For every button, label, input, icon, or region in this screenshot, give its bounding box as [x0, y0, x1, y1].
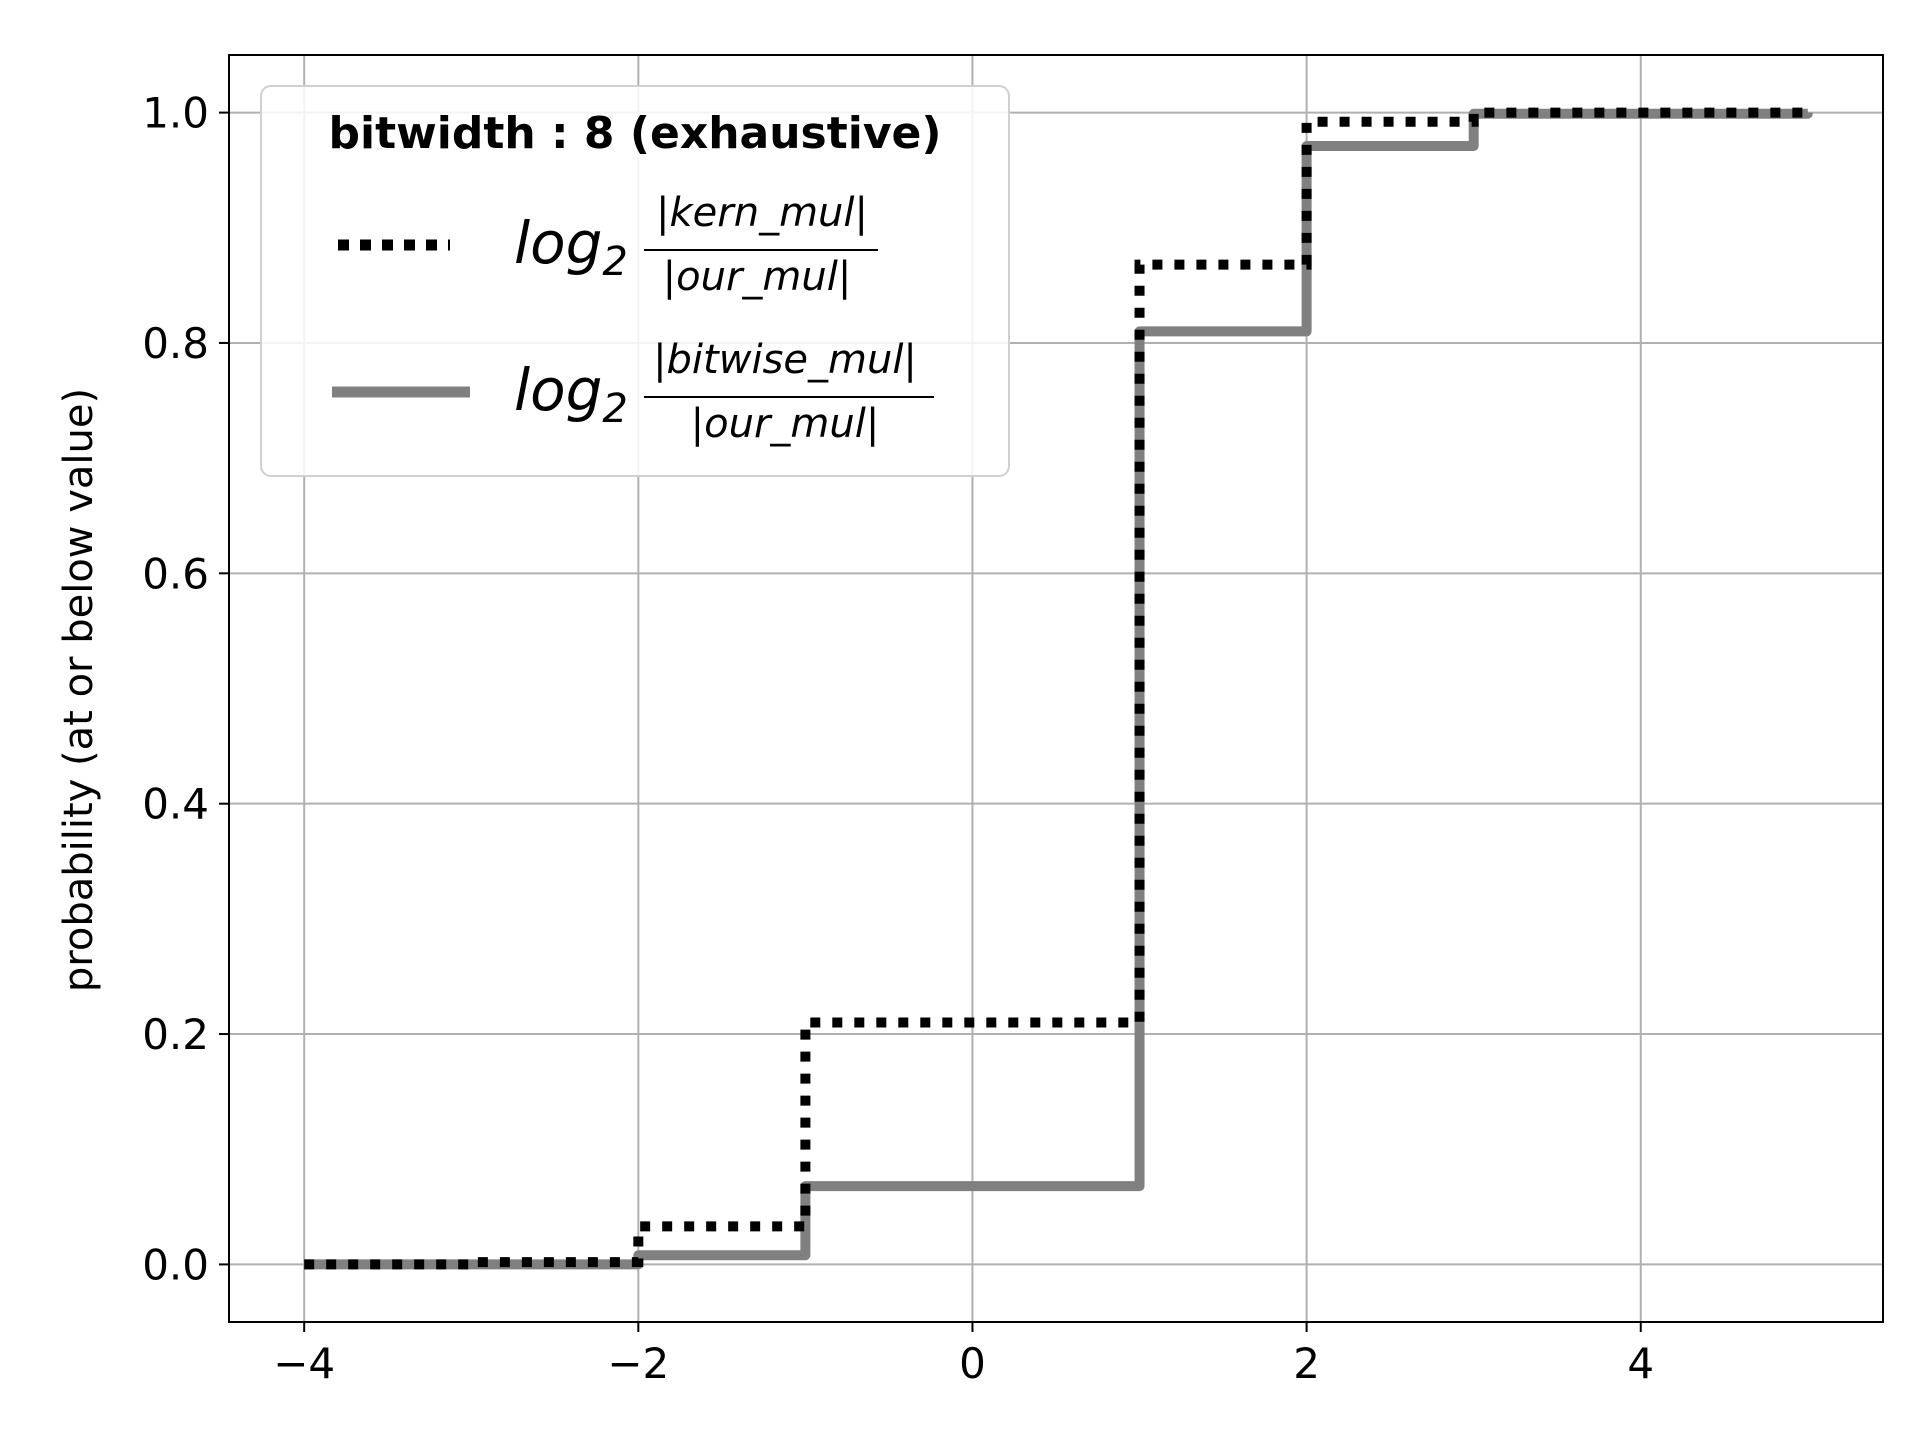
- x-tick-label: −2: [607, 1339, 669, 1388]
- legend-title: bitwidth : 8 (exhaustive): [329, 108, 942, 159]
- legend: bitwidth : 8 (exhaustive) log2 |kern_mul…: [260, 85, 1010, 477]
- series-layer: [304, 107, 1813, 1270]
- svg-text:log2: log2: [514, 209, 628, 285]
- axis-ticks: −4 −2 0 2 4 0.0 0.2 0.4 0.6 0.8 1.0: [142, 89, 1654, 1388]
- legend-bitwise-denominator: |our_mul|: [691, 401, 880, 447]
- legend-kern-numerator: |kern_mul|: [656, 190, 868, 236]
- y-tick-label: 1.0: [142, 89, 209, 138]
- legend-kern-sub: 2: [602, 239, 627, 285]
- x-tick-label: 2: [1293, 1339, 1320, 1388]
- legend-entry-bitwise: log2 |bitwise_mul| |our_mul|: [514, 337, 934, 447]
- y-axis-label: probability (at or below value): [56, 388, 102, 992]
- y-tick-label: 0.0: [142, 1240, 209, 1289]
- y-tick-label: 0.8: [142, 319, 209, 368]
- legend-bitwise-sub: 2: [602, 386, 627, 432]
- legend-bitwise-log: log: [514, 356, 602, 424]
- y-tick-label: 0.2: [142, 1010, 209, 1059]
- legend-box: [260, 85, 1010, 477]
- svg-text:log2: log2: [514, 356, 628, 432]
- legend-entry-kern: log2 |kern_mul| |our_mul|: [514, 190, 878, 300]
- y-tick-label: 0.6: [142, 549, 209, 598]
- series-kern-line: [304, 107, 1808, 1270]
- x-tick-label: −4: [273, 1339, 335, 1388]
- legend-kern-denominator: |our_mul|: [663, 254, 852, 300]
- plot-frame: [228, 54, 1884, 1323]
- legend-kern-log: log: [514, 209, 602, 277]
- y-tick-label: 0.4: [142, 780, 209, 829]
- x-tick-label: 0: [959, 1339, 986, 1388]
- legend-bitwise-numerator: |bitwise_mul|: [653, 337, 917, 383]
- x-tick-label: 4: [1627, 1339, 1654, 1388]
